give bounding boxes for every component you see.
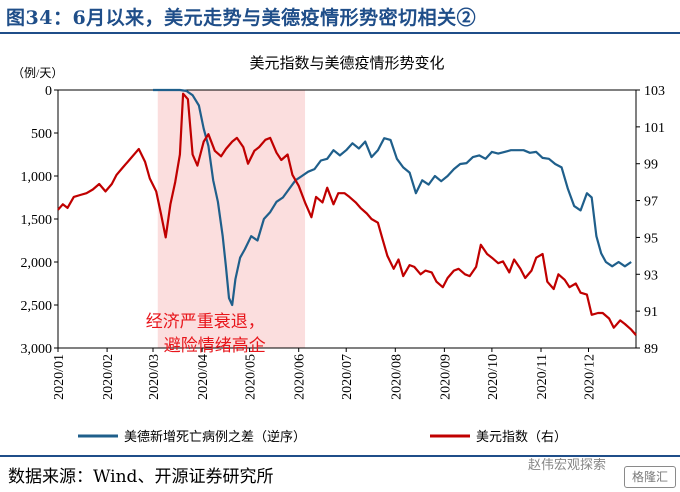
x-tick-label: 2020/10	[486, 354, 501, 400]
right-tick-label: 89	[644, 342, 658, 357]
header-rule	[0, 32, 680, 34]
x-tick-label: 2020/08	[389, 354, 404, 400]
chart-title: 美元指数与美德疫情形势变化	[249, 54, 444, 72]
watermark-badge: 格隆汇	[624, 466, 676, 488]
series-line-dollar-index	[57, 92, 637, 336]
watermark-text: 赵伟宏观探索	[528, 458, 607, 473]
right-tick-label: 91	[644, 305, 658, 320]
right-tick-label: 97	[644, 195, 658, 210]
right-tick-label: 103	[644, 84, 665, 99]
left-tick-label: 1,500	[21, 213, 53, 228]
x-tick-label: 2020/02	[101, 354, 116, 400]
chart: 美元指数与美德疫情形势变化 （例/天） 0 500 1,000 1,500 2,000 2,5…	[12, 54, 665, 445]
left-axis-unit: （例/天）	[12, 66, 63, 80]
left-tick-label: 500	[31, 127, 52, 142]
shaded-annotation: 避险情绪高企	[164, 336, 266, 356]
left-tick-label: 1,000	[21, 170, 53, 185]
right-tick-label: 93	[644, 268, 658, 283]
plot-frame	[57, 89, 637, 349]
legend-label: 美元指数（右）	[476, 430, 567, 445]
source-note: 数据来源：Wind、开源证券研究所	[8, 467, 274, 487]
x-tick-label: 2020/03	[147, 354, 162, 400]
left-tick-label: 0	[45, 84, 52, 99]
right-tick-label: 95	[644, 231, 658, 246]
series-line-us-de-deaths	[153, 88, 632, 307]
x-tick-label: 2020/11	[535, 354, 550, 399]
shaded-annotation: 经济严重衰退，	[146, 312, 265, 332]
x-tick-label: 2020/05	[244, 354, 259, 400]
footer-rule	[0, 455, 680, 457]
legend-label: 美德新增死亡病例之差（逆序）	[124, 429, 306, 445]
x-tick-label: 2020/01	[52, 354, 67, 400]
x-tick-label: 2020/06	[293, 354, 308, 400]
x-tick-label: 2020/09	[438, 354, 453, 400]
x-tick-label: 2020/12	[582, 354, 597, 400]
right-tick-label: 99	[644, 158, 658, 173]
right-tick-label: 101	[644, 121, 665, 136]
x-tick-label: 2020/07	[340, 354, 355, 400]
figure-header: 图34：6月以来，美元走势与美德疫情形势密切相关②	[0, 0, 680, 30]
left-tick-label: 3,000	[21, 342, 53, 357]
x-tick-label: 2020/04	[196, 354, 211, 400]
shaded-region	[157, 90, 306, 348]
left-tick-label: 2,000	[21, 256, 53, 271]
left-tick-label: 2,500	[21, 299, 53, 314]
figure-title: 图34：6月以来，美元走势与美德疫情形势密切相关②	[6, 7, 477, 29]
